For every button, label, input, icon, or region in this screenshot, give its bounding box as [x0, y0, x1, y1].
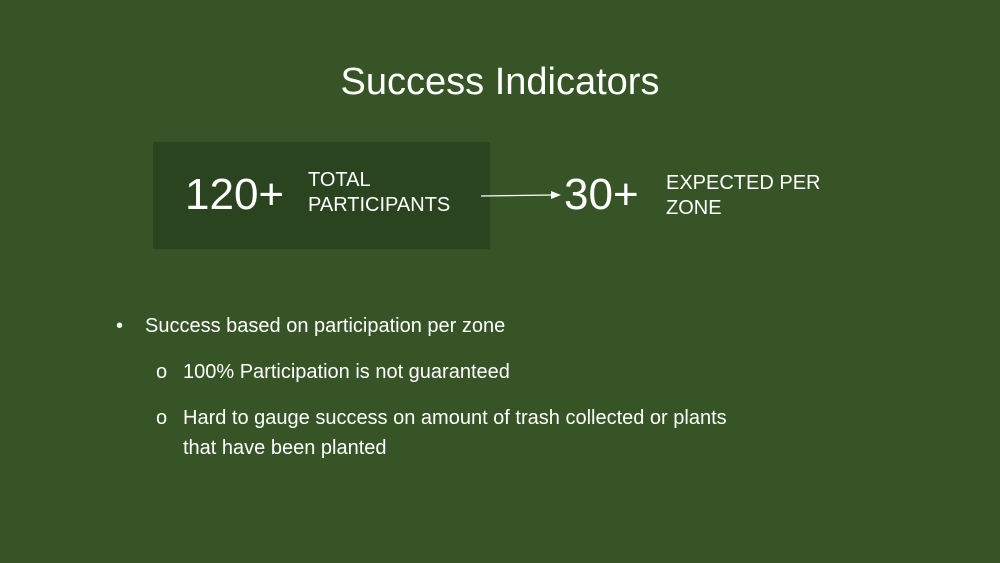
- slide-title: Success Indicators: [340, 61, 660, 103]
- sub-bullet-marker: o: [156, 361, 168, 383]
- expected-per-zone-label-line2: ZONE: [666, 197, 722, 219]
- sub-bullet-2-line1: Hard to gauge success on amount of trash…: [183, 407, 727, 429]
- sub-bullet-2-line2: that have been planted: [183, 437, 387, 459]
- right-arrow-icon: [480, 191, 561, 199]
- expected-per-zone-label: EXPECTED PER ZONE: [666, 171, 820, 221]
- total-participants-label-line1: TOTAL: [308, 169, 371, 191]
- total-participants-box: [153, 142, 490, 249]
- expected-per-zone-label-line1: EXPECTED PER: [666, 172, 821, 194]
- bullet-main-text: Success based on participation per zone: [145, 315, 506, 337]
- sub-bullet-marker: o: [156, 407, 168, 429]
- expected-per-zone-number: 30+: [564, 170, 639, 219]
- total-participants-label: TOTAL PARTICIPANTS: [308, 168, 450, 218]
- bullet-marker: •: [116, 315, 124, 337]
- total-participants-label-line2: PARTICIPANTS: [308, 194, 451, 216]
- sub-bullet-1-text: 100% Participation is not guaranteed: [183, 361, 510, 383]
- total-participants-number: 120+: [185, 170, 285, 219]
